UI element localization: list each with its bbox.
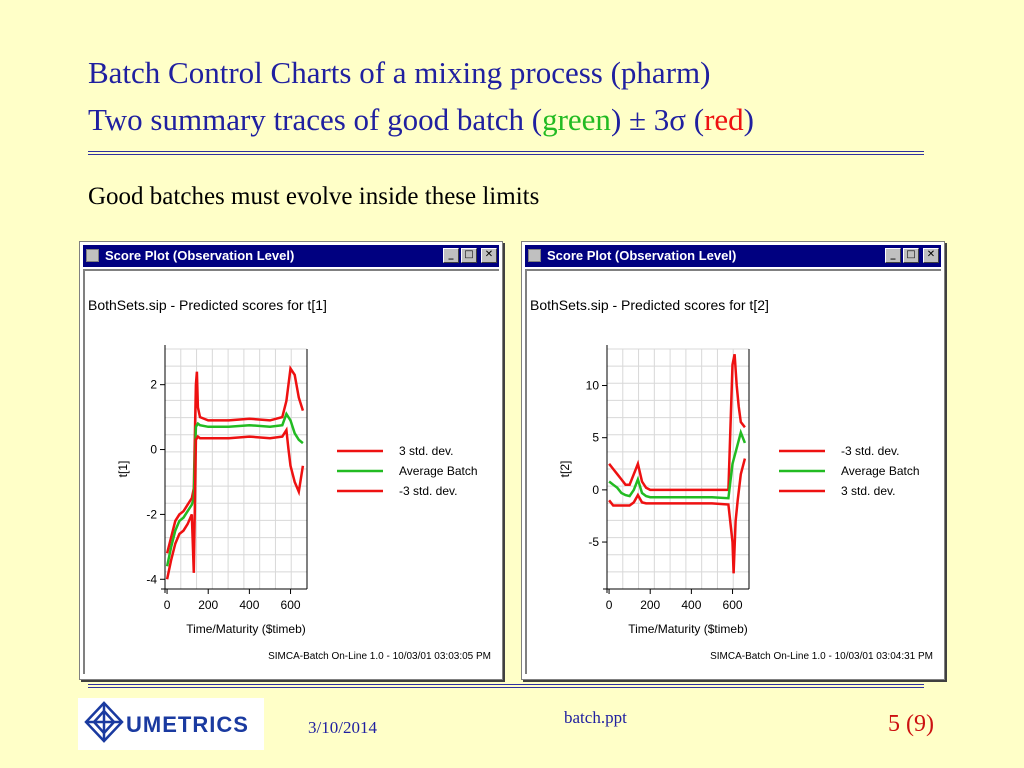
y-tick-label: -5: [588, 535, 599, 549]
title-suffix: ): [743, 102, 754, 137]
y-tick-label: 10: [586, 379, 600, 393]
series-line-2: [608, 428, 747, 500]
x-tick-label: 0: [606, 598, 613, 612]
y-tick-label: 0: [150, 443, 157, 457]
slide-title-line2: Two summary traces of good batch (green)…: [88, 103, 754, 137]
series-line-1: [608, 353, 746, 492]
window-titlebar[interactable]: Score Plot (Observation Level) _ □ ✕: [83, 245, 499, 267]
score-plot-window-t2[interactable]: Score Plot (Observation Level) _ □ ✕ Bot…: [521, 241, 945, 680]
title-middle: ) ± 3σ (: [610, 102, 705, 137]
legend-label-3: 3 std. dev.: [841, 484, 895, 498]
title-divider: [88, 151, 924, 155]
legend-label-2: Average Batch: [399, 464, 478, 478]
score-chart-t2: BothSets.sip - Predicted scores for t[2]…: [530, 297, 933, 662]
x-axis-label: Time/Maturity ($timeb): [186, 622, 306, 636]
title-green-word: green: [542, 102, 611, 137]
x-tick-label: 600: [723, 598, 743, 612]
logo-wordmark: UMETRICS: [126, 712, 249, 737]
x-tick-label: 200: [198, 598, 218, 612]
minimize-button[interactable]: _: [885, 248, 901, 263]
legend-label-1: -3 std. dev.: [841, 444, 899, 458]
x-axis-label: Time/Maturity ($timeb): [628, 622, 748, 636]
slide-title-line1: Batch Control Charts of a mixing process…: [88, 55, 711, 90]
y-tick-label: 5: [592, 431, 599, 445]
score-chart-t1: BothSets.sip - Predicted scores for t[1]…: [88, 297, 491, 662]
score-plot-window-t1[interactable]: Score Plot (Observation Level) _ □ ✕ Bot…: [79, 241, 503, 680]
window-title: Score Plot (Observation Level): [547, 248, 737, 263]
plot-title: BothSets.sip - Predicted scores for t[1]: [88, 297, 327, 313]
umetrics-logo: UMETRICS: [78, 698, 264, 750]
y-tick-label: 0: [592, 483, 599, 497]
window-titlebar[interactable]: Score Plot (Observation Level) _ □ ✕: [525, 245, 941, 267]
title-red-word: red: [704, 102, 744, 137]
legend-label-1: 3 std. dev.: [399, 444, 453, 458]
x-tick-label: 200: [640, 598, 660, 612]
y-tick-label: 2: [150, 378, 157, 392]
title-prefix: Two summary traces of good batch (: [88, 102, 543, 137]
plot-title: BothSets.sip - Predicted scores for t[2]: [530, 297, 769, 313]
plot-footer: SIMCA-Batch On-Line 1.0 - 10/03/01 03:03…: [268, 651, 491, 662]
maximize-button[interactable]: □: [903, 248, 919, 263]
plot-footer: SIMCA-Batch On-Line 1.0 - 10/03/01 03:04…: [710, 651, 933, 662]
legend-label-3: -3 std. dev.: [399, 484, 457, 498]
series-line-3: [608, 458, 747, 574]
footer-divider: [88, 684, 924, 688]
legend-label-2: Average Batch: [841, 464, 920, 478]
series-line-1: [165, 364, 305, 554]
y-axis-label: t[1]: [116, 461, 130, 478]
y-axis-label: t[2]: [558, 461, 572, 478]
y-tick-label: -2: [146, 507, 157, 521]
app-icon[interactable]: [528, 249, 541, 262]
footer-filename: batch.ppt: [564, 708, 627, 727]
footer-date: 3/10/2014: [308, 718, 377, 737]
series-line-2: [165, 411, 304, 567]
app-icon[interactable]: [86, 249, 99, 262]
page-number: 5 (9): [888, 711, 934, 737]
series-line-3: [165, 426, 305, 580]
slide-subtitle: Good batches must evolve inside these li…: [88, 183, 540, 210]
x-tick-label: 400: [681, 598, 701, 612]
maximize-button[interactable]: □: [461, 248, 477, 263]
x-tick-label: 600: [281, 598, 301, 612]
umetrics-logo-icon: [84, 701, 124, 743]
close-button[interactable]: ✕: [923, 248, 939, 263]
close-button[interactable]: ✕: [481, 248, 497, 263]
x-tick-label: 400: [239, 598, 259, 612]
plot-area: BothSets.sip - Predicted scores for t[2]…: [525, 269, 941, 674]
window-title: Score Plot (Observation Level): [105, 248, 295, 263]
x-tick-label: 0: [164, 598, 171, 612]
y-tick-label: -4: [146, 572, 157, 586]
minimize-button[interactable]: _: [443, 248, 459, 263]
plot-area: BothSets.sip - Predicted scores for t[1]…: [83, 269, 499, 674]
